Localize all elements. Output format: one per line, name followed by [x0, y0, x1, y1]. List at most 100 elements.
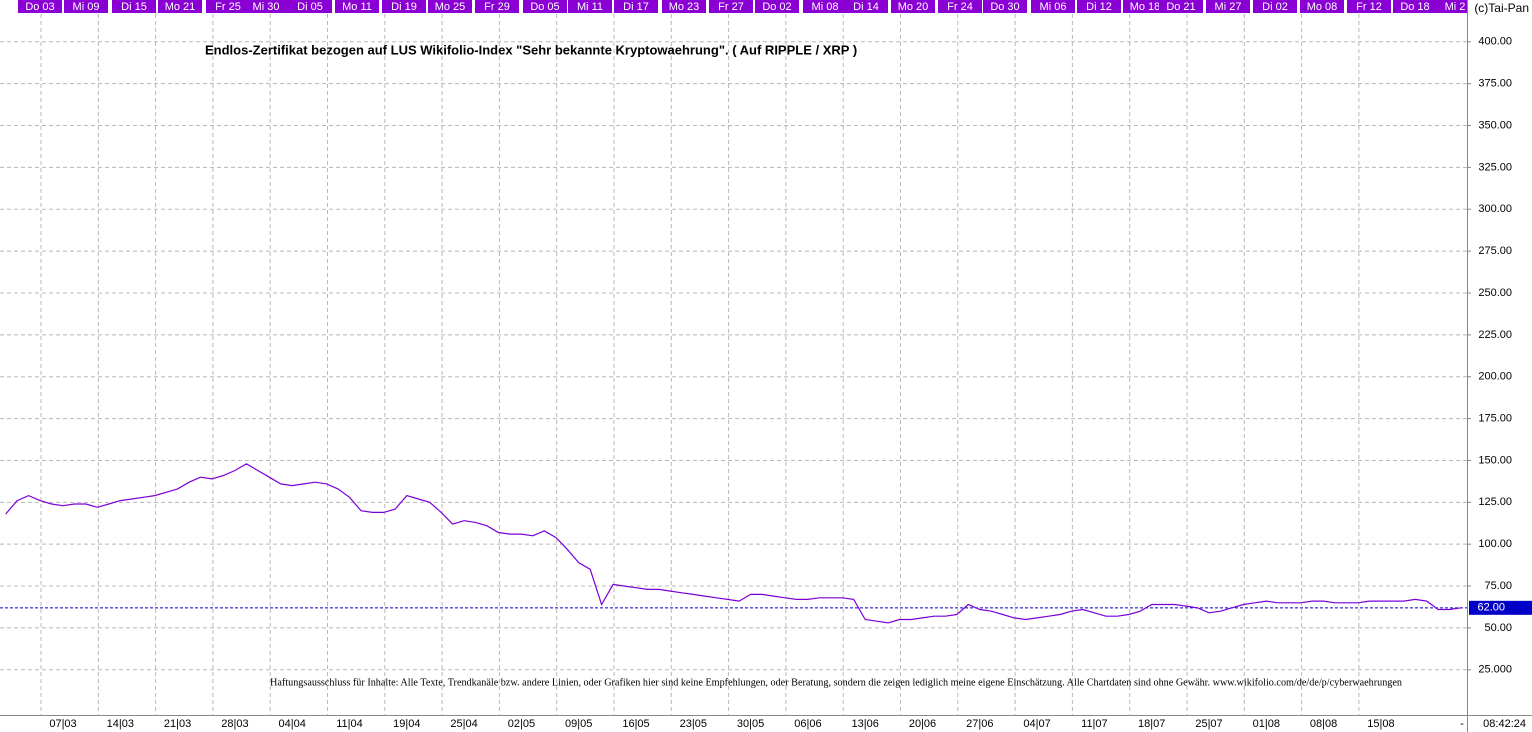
top-label: Mo 21: [165, 1, 196, 13]
top-label: Mi 2: [1445, 1, 1466, 13]
last-value-label: 62.00: [1477, 602, 1505, 614]
top-label: Mi 30: [253, 1, 280, 13]
top-label: Mo 23: [669, 1, 700, 13]
top-label-cell: [523, 0, 567, 13]
x-tick-label: 16|05: [622, 718, 649, 730]
top-label-cell: [1159, 0, 1203, 13]
top-label-cell: [428, 0, 472, 13]
x-tick-label: 09|05: [565, 718, 592, 730]
top-label-cell: [475, 0, 519, 13]
top-label: Di 17: [623, 1, 649, 13]
last-value-box: [1469, 600, 1532, 615]
top-label: Do 18: [1400, 1, 1429, 13]
top-label: Do 05: [530, 1, 559, 13]
x-tick-label: 25|07: [1195, 718, 1222, 730]
top-label-cell: [18, 0, 62, 13]
top-label: Di 15: [121, 1, 147, 13]
y-tick-label: 175.00: [1478, 412, 1512, 424]
top-label: Mo 25: [435, 1, 466, 13]
y-tick-label: 25.000: [1478, 664, 1512, 676]
x-tick-label: 08|08: [1310, 718, 1337, 730]
x-tick-label: 04|04: [279, 718, 306, 730]
top-label-cell: [1031, 0, 1075, 13]
x-tick-label: 25|04: [450, 718, 477, 730]
y-tick-label: 250.00: [1478, 287, 1512, 299]
x-tick-label: 18|07: [1138, 718, 1165, 730]
top-label: Di 14: [853, 1, 879, 13]
y-tick-label: 375.00: [1478, 78, 1512, 90]
x-tick-label: 01|08: [1253, 718, 1280, 730]
chart-title: Endlos-Zertifikat bezogen auf LUS Wikifo…: [205, 42, 857, 57]
x-tick-label: 27|06: [966, 718, 993, 730]
top-label: Do 03: [25, 1, 54, 13]
x-tick-label: 07|03: [49, 718, 76, 730]
top-label-cell: [1347, 0, 1391, 13]
top-label: Fr 27: [718, 1, 744, 13]
x-tick-label: 20|06: [909, 718, 936, 730]
top-label: Mi 27: [1215, 1, 1242, 13]
top-label-cell: [112, 0, 156, 13]
top-label-cell: [891, 0, 935, 13]
x-tick-label: 04|07: [1023, 718, 1050, 730]
top-label-cell: [844, 0, 888, 13]
y-tick-label: 125.00: [1478, 496, 1512, 508]
top-label-cell: [803, 0, 847, 13]
x-tick-label: 11|07: [1081, 718, 1108, 730]
y-tick-label: 325.00: [1478, 161, 1512, 173]
disclaimer: Haftungsausschluss für Inhalte: Alle Tex…: [270, 677, 1402, 688]
top-label: Di 12: [1086, 1, 1112, 13]
top-label-cell: [709, 0, 753, 13]
top-label-cell: [382, 0, 426, 13]
top-label-cell: [755, 0, 799, 13]
top-label-cell: [1433, 0, 1467, 13]
y-tick-label: 350.00: [1478, 119, 1512, 131]
top-label: Fr 25: [215, 1, 241, 13]
y-tick-label: 75.00: [1484, 580, 1512, 592]
top-label-cell: [1253, 0, 1297, 13]
top-label: Fr 12: [1356, 1, 1382, 13]
top-label: Mo 20: [898, 1, 929, 13]
top-label-cell: [983, 0, 1027, 13]
y-tick-label: 300.00: [1478, 203, 1512, 215]
y-tick-label: 200.00: [1478, 371, 1512, 383]
top-label: Fr 29: [484, 1, 510, 13]
top-label: Mi 11: [577, 1, 603, 13]
top-label-cell: [614, 0, 658, 13]
top-label-cell: [206, 0, 250, 13]
top-label-cell: [244, 0, 288, 13]
x-tick-label: 28|03: [221, 718, 248, 730]
top-label-cell: [938, 0, 982, 13]
copyright: (c)Tai-Pan: [1474, 1, 1529, 15]
top-label-cell: [1123, 0, 1167, 13]
top-label-cell: [335, 0, 379, 13]
top-label-cell: [662, 0, 706, 13]
x-tick-label: 06|06: [794, 718, 821, 730]
x-tick-label: 13|06: [852, 718, 879, 730]
price-line: [5, 463, 1462, 624]
top-label: Di 19: [391, 1, 417, 13]
y-tick-label: 50.00: [1484, 622, 1512, 634]
y-tick-label: 400.00: [1478, 36, 1512, 48]
y-tick-label: 225.00: [1478, 329, 1512, 341]
x-tick-label: 19|04: [393, 718, 420, 730]
top-label-cell: [158, 0, 202, 13]
y-tick-label: 100.00: [1478, 538, 1512, 550]
x-tick-label: 11|04: [336, 718, 363, 730]
x-tick-label: 14|03: [107, 718, 134, 730]
top-label: Do 30: [990, 1, 1019, 13]
y-tick-label: 275.00: [1478, 245, 1512, 257]
top-label: Do 02: [762, 1, 791, 13]
top-label: Di 05: [297, 1, 323, 13]
x-tick-label: 15|08: [1367, 718, 1394, 730]
top-label: Mi 09: [73, 1, 100, 13]
top-label-cell: [568, 0, 612, 13]
top-label-cell: [64, 0, 108, 13]
x-tick-label: 02|05: [508, 718, 535, 730]
top-label: Do 21: [1166, 1, 1195, 13]
x-tick-label: 21|03: [164, 718, 191, 730]
y-tick-label: 150.00: [1478, 454, 1512, 466]
top-label: Mo 18: [1130, 1, 1161, 13]
top-label-cell: [288, 0, 332, 13]
top-label: Mi 08: [812, 1, 839, 13]
